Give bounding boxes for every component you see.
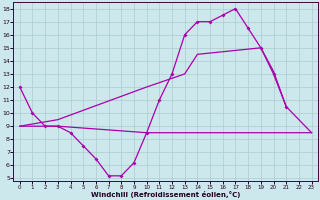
X-axis label: Windchill (Refroidissement éolien,°C): Windchill (Refroidissement éolien,°C) bbox=[91, 191, 240, 198]
